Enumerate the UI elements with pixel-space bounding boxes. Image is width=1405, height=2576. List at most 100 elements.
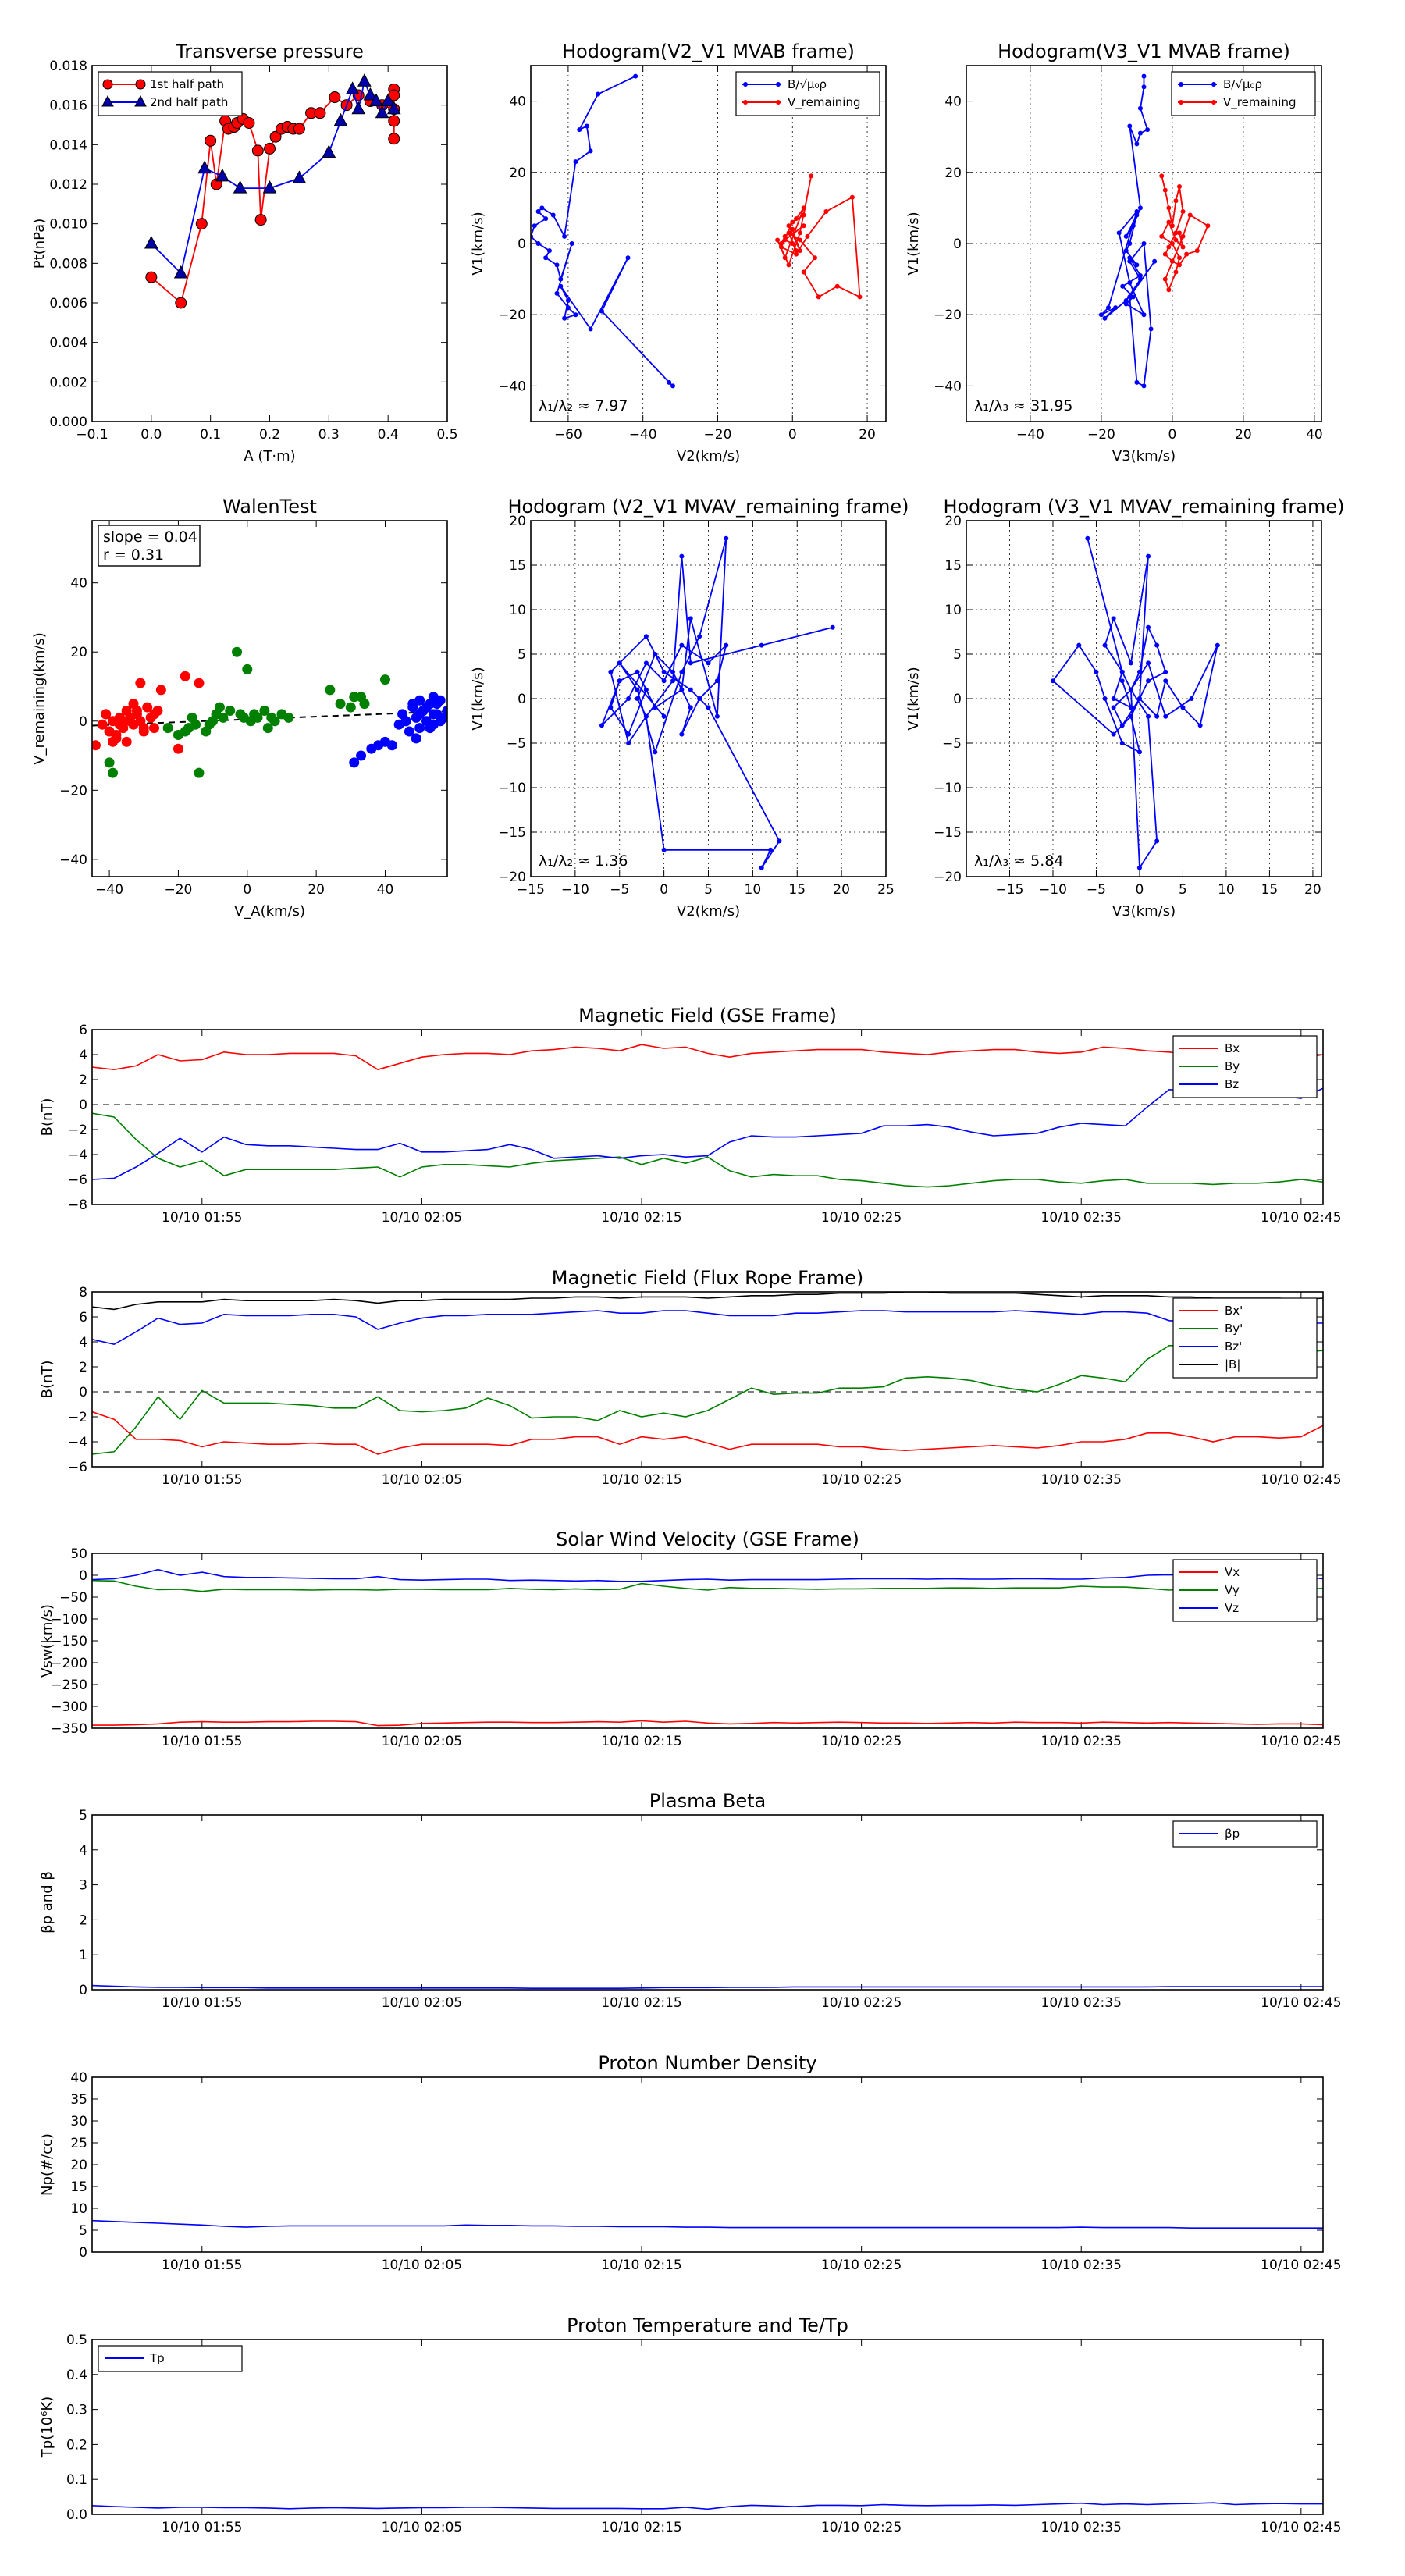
y-tick-label: 0.1 bbox=[66, 2472, 87, 2488]
axes-frame bbox=[91, 1814, 1324, 1991]
y-tick-label: 0.018 bbox=[49, 59, 87, 74]
data-point bbox=[351, 101, 366, 115]
x-tick-label: 10/10 02:35 bbox=[1041, 1995, 1122, 2011]
data-point bbox=[104, 757, 115, 768]
data-point bbox=[335, 699, 346, 710]
data-point bbox=[1180, 705, 1186, 710]
y-tick-label: −100 bbox=[51, 1612, 87, 1628]
y-tick-label: 2 bbox=[79, 1360, 87, 1375]
y-tick-label: 1 bbox=[79, 1948, 87, 1963]
data-point bbox=[543, 255, 549, 261]
chart-title: Transverse pressure bbox=[175, 41, 364, 62]
x-tick-label: 20 bbox=[859, 427, 876, 443]
data-point bbox=[292, 170, 307, 183]
data-point bbox=[1130, 294, 1136, 300]
y-tick-label: 20 bbox=[944, 514, 962, 529]
y-tick-label: −10 bbox=[498, 781, 526, 796]
series-0 bbox=[531, 73, 675, 389]
data-point bbox=[1187, 212, 1193, 218]
data-point bbox=[404, 726, 414, 737]
data-point bbox=[857, 294, 863, 300]
series-0 bbox=[599, 535, 835, 870]
data-point bbox=[251, 144, 264, 157]
series-line bbox=[531, 75, 674, 387]
x-tick-label: 10/10 01:55 bbox=[162, 1995, 242, 2011]
legend-label: Vx bbox=[1225, 1565, 1240, 1579]
y-axis-label: V_remaining(km/s) bbox=[31, 632, 48, 765]
data-point bbox=[1127, 280, 1133, 286]
data-point bbox=[1136, 696, 1142, 701]
legend-label: By bbox=[1225, 1059, 1240, 1073]
y-axis-label: V1(km/s) bbox=[470, 212, 486, 275]
x-tick-label: 10/10 02:25 bbox=[821, 1995, 902, 2011]
data-point bbox=[1137, 276, 1143, 282]
data-point bbox=[535, 208, 541, 214]
data-point bbox=[778, 244, 784, 250]
data-point bbox=[1127, 123, 1133, 129]
data-point bbox=[1076, 642, 1082, 648]
data-point bbox=[262, 180, 277, 194]
data-point bbox=[830, 624, 835, 630]
data-point bbox=[1146, 553, 1151, 559]
data-point bbox=[1111, 731, 1116, 737]
data-point bbox=[180, 671, 190, 681]
data-point bbox=[573, 312, 578, 318]
x-tick-label: −10 bbox=[1039, 882, 1067, 898]
data-point bbox=[1137, 205, 1143, 211]
data-point bbox=[1134, 141, 1140, 147]
chart-title: Proton Number Density bbox=[598, 2052, 816, 2074]
data-point bbox=[625, 255, 631, 261]
data-point bbox=[1127, 258, 1133, 264]
series-line bbox=[92, 1984, 1323, 1989]
series-0 bbox=[92, 671, 205, 754]
y-tick-label: −10 bbox=[934, 781, 962, 796]
data-point bbox=[1141, 312, 1147, 318]
data-point bbox=[565, 297, 571, 303]
data-point bbox=[558, 283, 564, 289]
legend-label: βp bbox=[1225, 1827, 1240, 1841]
x-tick-label: 0.0 bbox=[140, 427, 162, 443]
data-point bbox=[125, 712, 136, 723]
data-point bbox=[1098, 312, 1104, 318]
series-line bbox=[92, 1044, 1323, 1071]
data-point bbox=[554, 290, 560, 296]
data-point bbox=[269, 716, 280, 727]
data-point bbox=[1177, 230, 1182, 236]
axes-frame bbox=[966, 65, 1322, 422]
x-tick-label: 10/10 02:05 bbox=[382, 1995, 462, 2011]
data-point bbox=[1128, 687, 1133, 692]
data-point bbox=[688, 616, 693, 621]
legend: Tp bbox=[98, 2345, 243, 2372]
y-axis-label: B(nT) bbox=[39, 1361, 55, 1399]
x-tick-label: −20 bbox=[164, 882, 192, 898]
y-tick-label: −2 bbox=[68, 1410, 87, 1425]
x-tick-label: 10/10 02:05 bbox=[382, 2520, 462, 2535]
data-point bbox=[562, 315, 567, 321]
data-point bbox=[809, 173, 814, 179]
data-point bbox=[679, 687, 685, 692]
data-point bbox=[1169, 241, 1175, 246]
data-point bbox=[643, 713, 649, 719]
series-1 bbox=[775, 173, 863, 300]
data-point bbox=[1146, 678, 1151, 684]
y-tick-label: 40 bbox=[70, 2070, 87, 2086]
data-point bbox=[264, 142, 276, 155]
data-point bbox=[643, 634, 649, 639]
axes-frame bbox=[91, 1291, 1324, 1468]
x-tick-label: 0.4 bbox=[378, 427, 399, 443]
x-tick-label: −15 bbox=[996, 882, 1024, 898]
x-tick-label: −5 bbox=[1087, 882, 1106, 898]
data-point bbox=[1146, 660, 1151, 666]
data-point bbox=[1169, 223, 1175, 229]
data-point bbox=[388, 133, 400, 145]
series-1 bbox=[144, 73, 401, 279]
walen-test-panel: WalenTest −40 −20 0 20 40 −40 −20 0 20 40 V_A(km/s)… bbox=[31, 496, 448, 920]
x-tick-label: −40 bbox=[1016, 427, 1044, 443]
y-tick-label: 0.000 bbox=[49, 415, 87, 430]
y-tick-label: 20 bbox=[509, 514, 526, 529]
data-point bbox=[1215, 642, 1220, 648]
data-point bbox=[679, 731, 685, 737]
data-point bbox=[149, 723, 160, 734]
chart-title: Magnetic Field (Flux Rope Frame) bbox=[552, 1267, 863, 1289]
y-tick-label: 10 bbox=[509, 603, 526, 618]
